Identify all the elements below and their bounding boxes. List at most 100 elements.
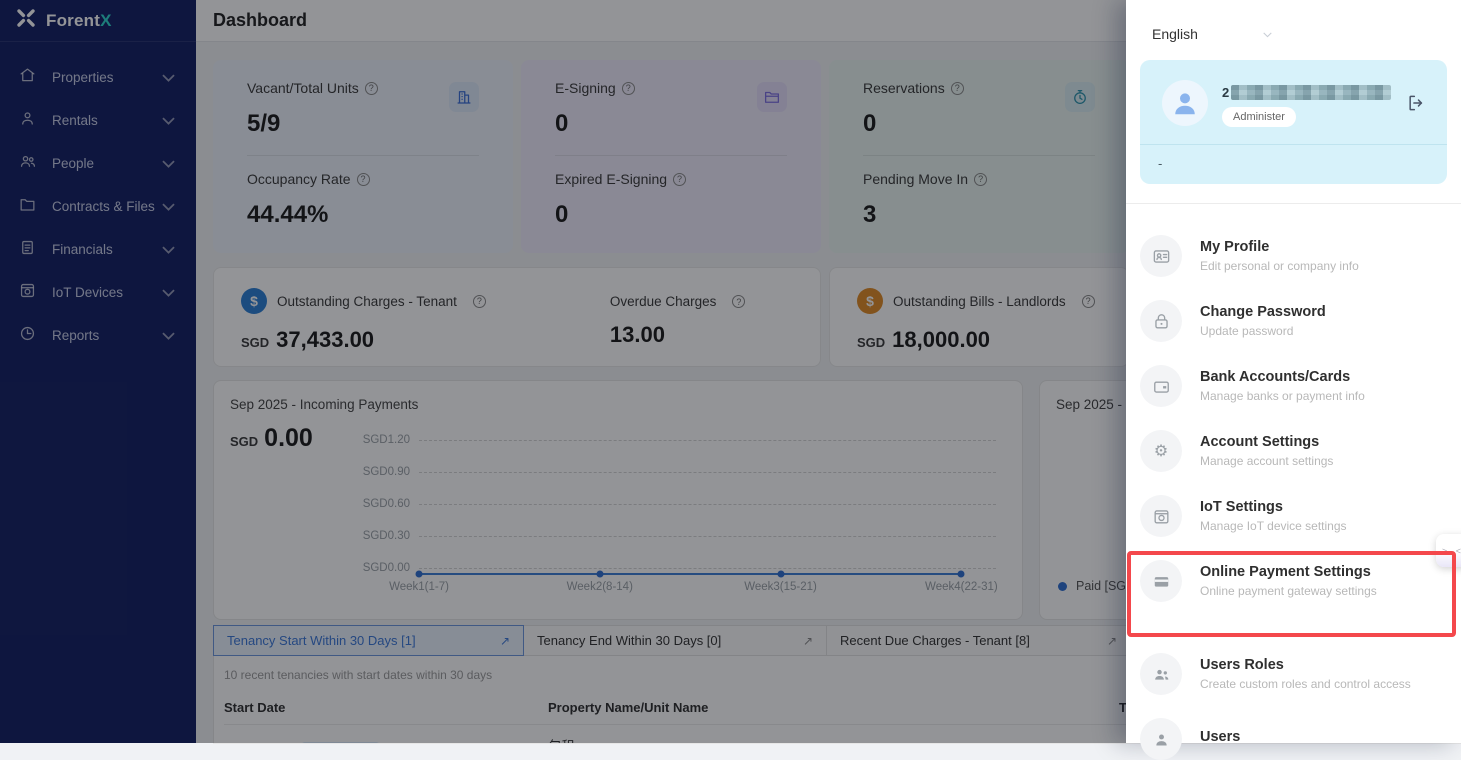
user-card: 2 Administer - xyxy=(1140,60,1447,184)
brand-logo[interactable]: ForentX xyxy=(0,0,196,42)
modal-backdrop[interactable] xyxy=(0,0,1126,743)
gear-icon: ⚙ xyxy=(1140,430,1182,472)
tab-tenancy-end[interactable]: Tenancy End Within 30 Days [0] ↗ xyxy=(523,625,827,656)
data-point xyxy=(596,570,604,578)
stat-value: 0 xyxy=(555,201,569,228)
sidebar-item-reports[interactable]: Reports xyxy=(0,314,196,357)
sidebar-item-financials[interactable]: Financials xyxy=(0,228,196,271)
menu-item-account-settings[interactable]: ⚙ Account Settings Manage account setting… xyxy=(1126,430,1461,472)
page-title: Dashboard xyxy=(213,10,308,30)
stat-value: 44.44% xyxy=(247,201,329,228)
stopwatch-icon xyxy=(1065,82,1095,112)
dashboard-tabs: Tenancy Start Within 30 Days [1] ↗ Tenan… xyxy=(213,625,1131,656)
table-description: 10 recent tenancies with start dates wit… xyxy=(224,668,493,682)
avatar xyxy=(1162,80,1208,126)
x-tick: Week2(8-14) xyxy=(566,581,633,593)
question-icon[interactable]: ? xyxy=(356,172,370,186)
sidebar-item-contracts-files[interactable]: Contracts & Files xyxy=(0,185,196,228)
y-tick: SGD0.60 xyxy=(362,498,410,510)
pixelated-name-block xyxy=(1231,85,1392,100)
account-panel: English 2 Administer - My Profile Edit pe… xyxy=(1126,0,1461,760)
y-tick: SGD0.90 xyxy=(362,466,410,478)
question-icon[interactable]: ? xyxy=(364,81,378,95)
user-card-footer: - xyxy=(1158,156,1163,171)
sidebar-item-rentals[interactable]: Rentals xyxy=(0,99,196,142)
dollar-circle-blue-icon: $ xyxy=(241,288,267,314)
building-icon xyxy=(449,82,479,112)
logout-icon[interactable] xyxy=(1406,93,1426,113)
people-icon xyxy=(18,152,37,176)
y-tick: SGD1.20 xyxy=(362,434,410,446)
stat-label: Reservations xyxy=(863,80,945,96)
x-tick: Week3(15-21) xyxy=(744,581,817,593)
stat-card-row: Vacant/Total Units? 5/9 Occupancy Rate? … xyxy=(213,60,1129,253)
charges-landlord-card: $ Outstanding Bills - Landlords ? SGD 18,… xyxy=(829,267,1129,367)
stat-value: 3 xyxy=(863,201,877,228)
chevron-down-icon xyxy=(162,246,175,254)
sidebar-nav: Properties Rentals People Contracts & Fi… xyxy=(0,56,196,357)
user-name-redacted: 2 xyxy=(1222,85,1392,100)
user-group-icon xyxy=(1140,653,1182,695)
stat-value: 0 xyxy=(863,110,877,137)
chart-title: Sep 2025 - Incoming Payments xyxy=(230,397,419,412)
question-icon[interactable]: ? xyxy=(950,81,964,95)
incoming-payments-chart-card: Sep 2025 - Incoming Payments SGD 0.00 SG… xyxy=(213,380,1023,620)
menu-item-bank-accounts[interactable]: Bank Accounts/Cards Manage banks or payme… xyxy=(1126,365,1461,407)
column-header-property: Property Name/Unit Name xyxy=(548,700,709,715)
arrow-up-right-icon[interactable]: ↗ xyxy=(802,633,813,648)
charge-value: 18,000.00 xyxy=(892,327,991,352)
data-point xyxy=(957,570,965,578)
paid-series-line xyxy=(415,570,965,578)
arrow-up-right-icon[interactable]: ↗ xyxy=(1106,633,1117,648)
question-icon[interactable]: ? xyxy=(1081,294,1095,308)
stat-label: Pending Move In xyxy=(863,171,969,187)
tab-tenancy-start[interactable]: Tenancy Start Within 30 Days [1] ↗ xyxy=(213,625,524,656)
line-chart-plot: SGD1.20 SGD0.90 SGD0.60 SGD0.30 SGD0.00 … xyxy=(360,418,1006,593)
account-menu: My Profile Edit personal or company info … xyxy=(1126,235,1461,760)
language-value: English xyxy=(1152,26,1198,42)
sidebar-item-iot-devices[interactable]: IoT Devices xyxy=(0,271,196,314)
home-icon xyxy=(18,66,37,90)
brand-x-icon xyxy=(16,8,36,33)
document-icon xyxy=(18,238,37,262)
stat-card-reservations: Reservations? 0 Pending Move In? 3 xyxy=(829,60,1129,253)
credit-card-icon xyxy=(1140,560,1182,602)
currency-label: SGD xyxy=(241,335,270,350)
lock-icon xyxy=(1140,300,1182,342)
chevron-down-icon xyxy=(162,332,175,340)
language-selector[interactable]: English xyxy=(1126,0,1461,42)
menu-item-users[interactable]: Users xyxy=(1126,718,1461,760)
stat-label: Occupancy Rate xyxy=(247,171,351,187)
menu-item-online-payment-settings[interactable]: Online Payment Settings Online payment ga… xyxy=(1126,560,1461,602)
menu-item-iot-settings[interactable]: IoT Settings Manage IoT device settings xyxy=(1126,495,1461,537)
property-cell: 包租 xyxy=(548,735,1119,743)
sidebar-item-properties[interactable]: Properties xyxy=(0,56,196,99)
x-tick: Week4(22-31) xyxy=(925,581,998,593)
chevron-down-icon xyxy=(1263,31,1272,37)
question-icon[interactable]: ? xyxy=(974,172,988,186)
question-icon[interactable]: ? xyxy=(732,295,746,308)
menu-item-my-profile[interactable]: My Profile Edit personal or company info xyxy=(1126,235,1461,277)
menu-item-users-roles[interactable]: Users Roles Create custom roles and contr… xyxy=(1126,653,1461,695)
stat-label: Vacant/Total Units xyxy=(247,80,359,96)
stat-value: 0 xyxy=(555,110,569,137)
sidebar-item-people[interactable]: People xyxy=(0,142,196,185)
menu-item-change-password[interactable]: Change Password Update password xyxy=(1126,300,1461,342)
arrow-up-right-icon[interactable]: ↗ xyxy=(499,633,510,648)
chevron-down-icon xyxy=(162,117,175,125)
folder-icon xyxy=(18,195,37,219)
column-header-start-date: Start Date xyxy=(224,700,286,715)
legend-dot-icon xyxy=(1058,581,1067,591)
currency-label: SGD xyxy=(857,335,886,350)
question-icon[interactable]: ? xyxy=(673,172,687,186)
question-icon[interactable]: ? xyxy=(621,81,635,95)
question-icon[interactable]: ? xyxy=(472,294,486,308)
tab-recent-due-charges[interactable]: Recent Due Charges - Tenant [8] ↗ xyxy=(826,625,1131,656)
wallet-icon xyxy=(1140,365,1182,407)
chart-total: SGD 0.00 xyxy=(230,424,313,452)
iot-device-icon xyxy=(18,281,37,305)
panel-collapse-handle[interactable]: > < xyxy=(1436,534,1461,567)
y-tick: SGD0.30 xyxy=(362,530,410,542)
x-tick: Week1(1-7) xyxy=(389,581,449,593)
sidebar: ForentX Properties Rentals People Contra… xyxy=(0,0,196,743)
